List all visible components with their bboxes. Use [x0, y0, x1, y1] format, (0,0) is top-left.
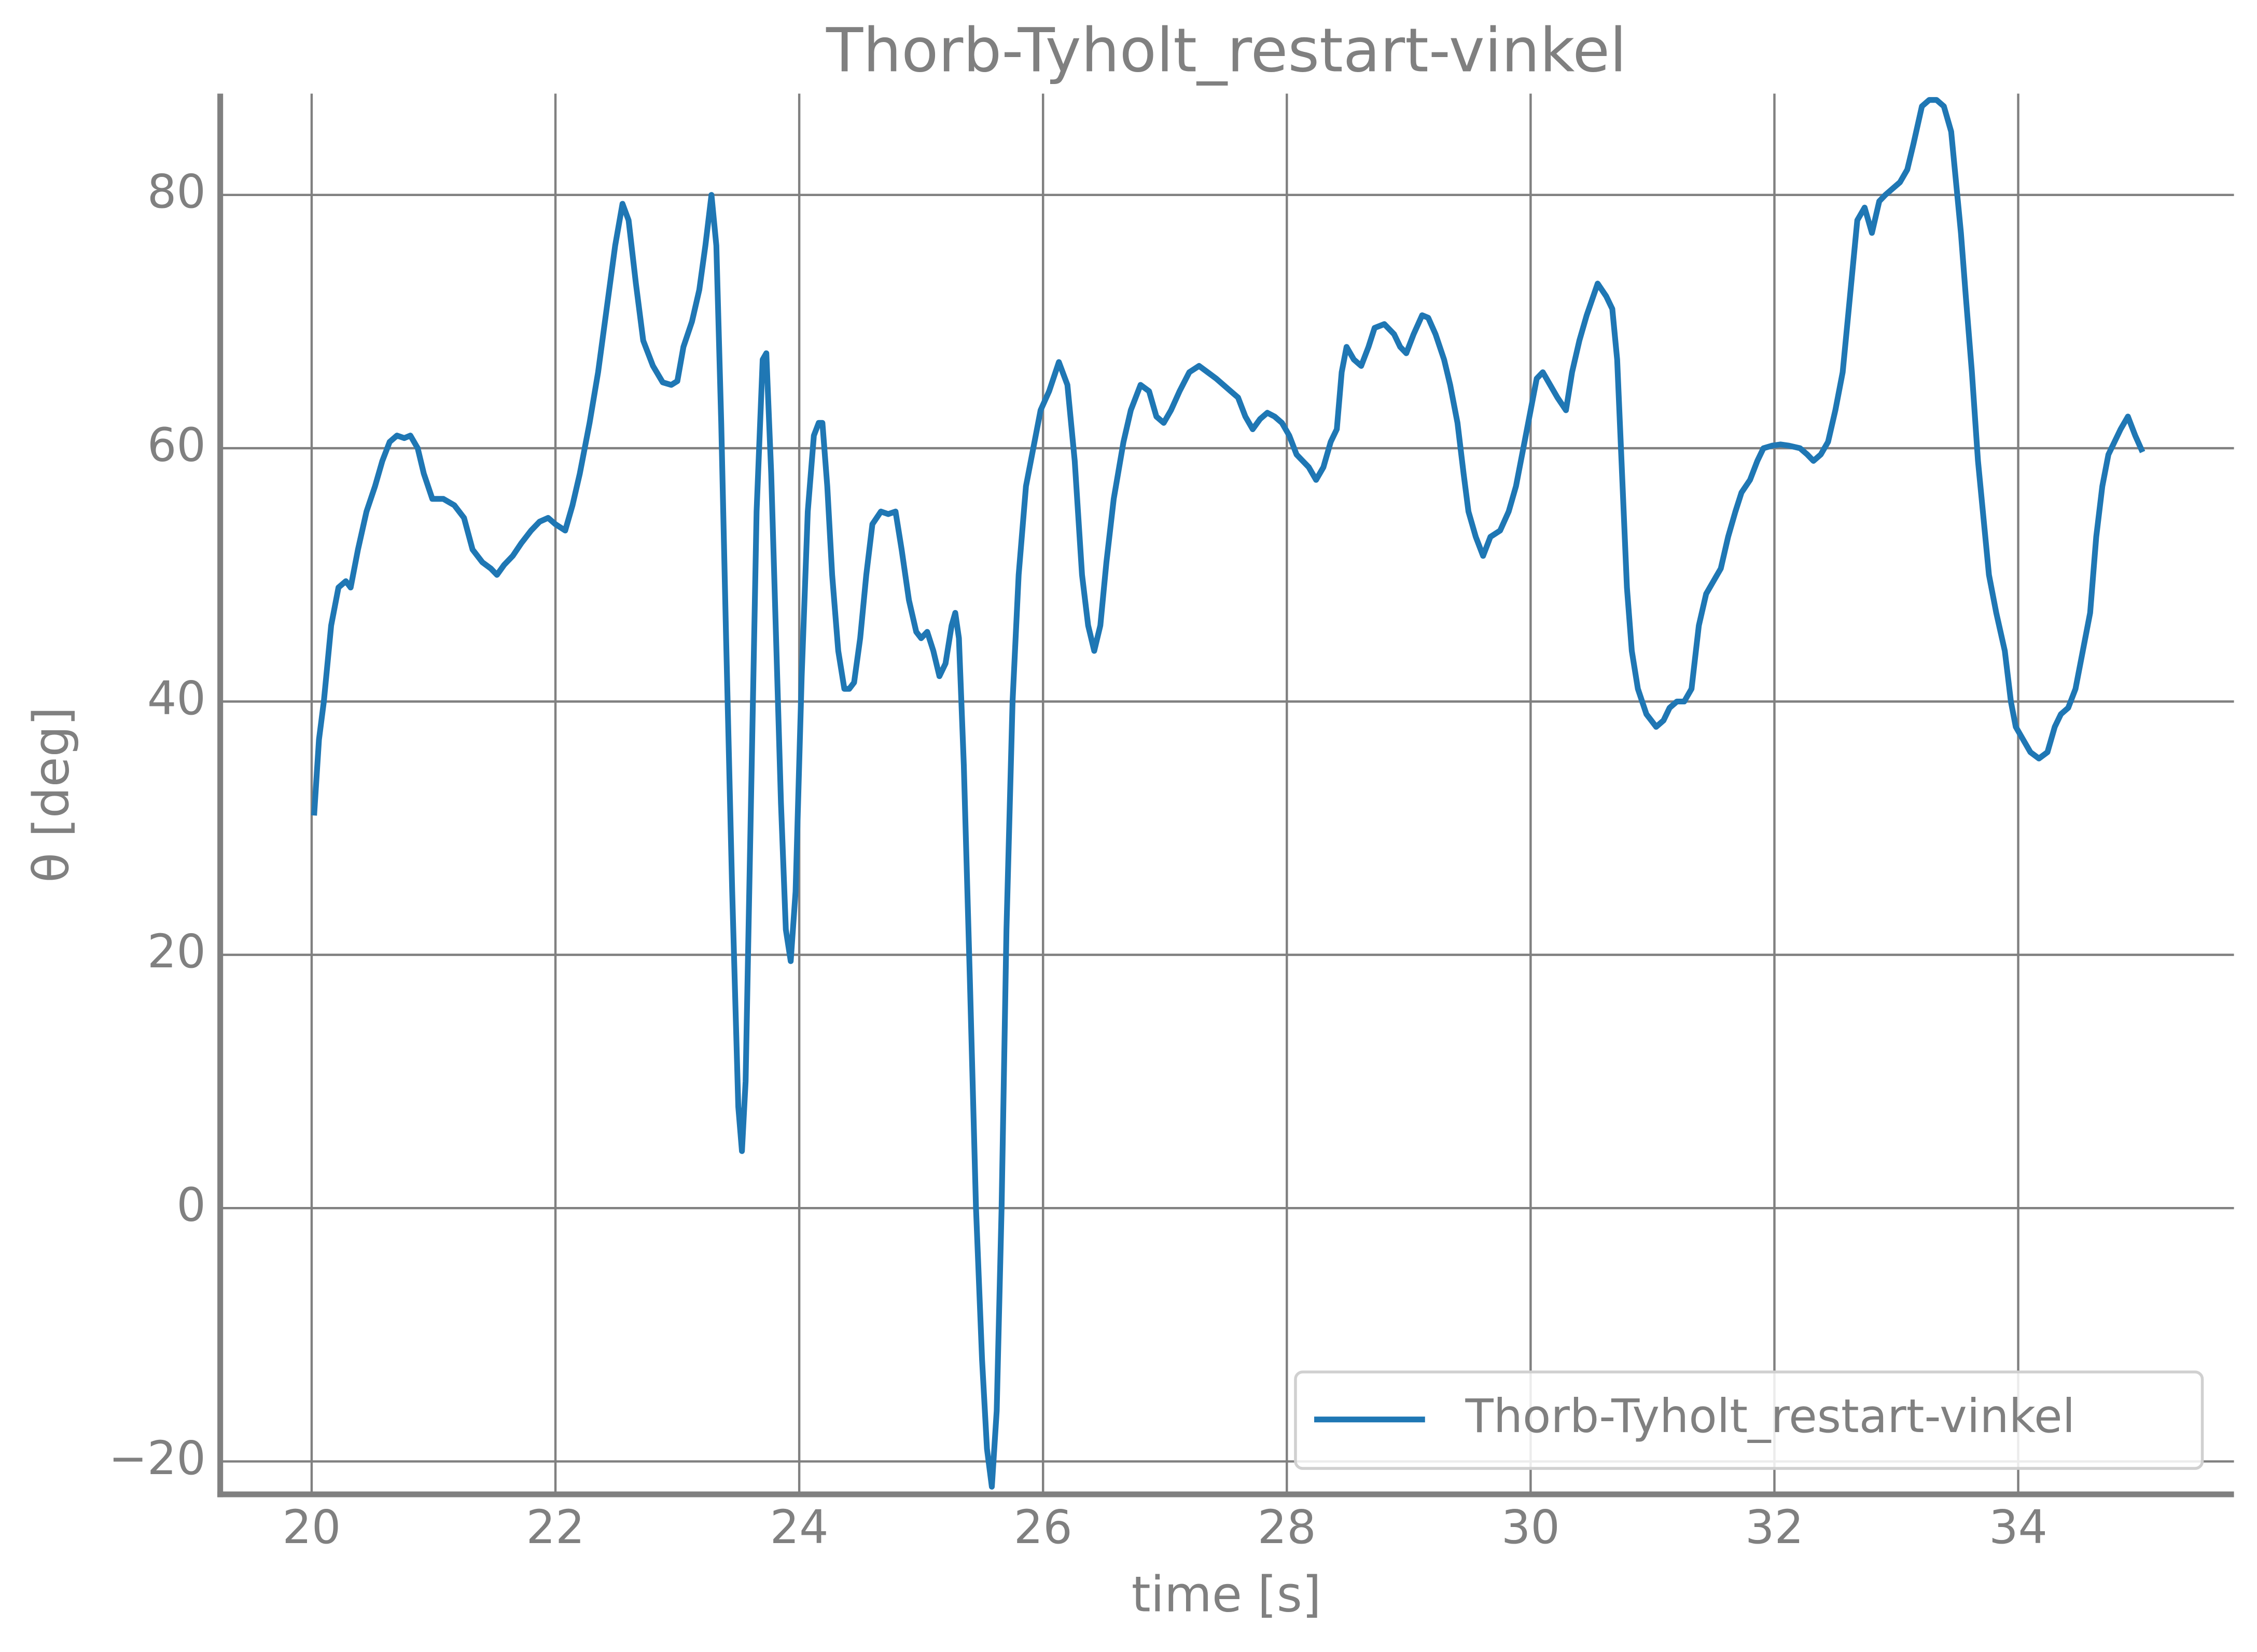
legend: Thorb-Tyholt_restart-vinkel	[1294, 1370, 2204, 1470]
y-tick-label: 20	[147, 925, 206, 978]
y-tick-label: 80	[147, 165, 206, 218]
x-tick-label: 24	[770, 1501, 829, 1554]
x-tick-label: 32	[1745, 1501, 1804, 1554]
x-tick-label: 26	[1014, 1501, 1072, 1554]
x-tick-label: 34	[1989, 1501, 2047, 1554]
x-tick-label: 28	[1258, 1501, 1316, 1554]
chart-title: Thorb-Tyholt_restart-vinkel	[826, 16, 1626, 86]
legend-box	[1294, 1370, 2204, 1470]
x-tick-label: 20	[282, 1501, 341, 1554]
y-axis-label: θ [deg]	[23, 707, 80, 883]
y-tick-label: 40	[147, 672, 206, 725]
y-tick-label: 60	[147, 419, 206, 472]
legend-label: Thorb-Tyholt_restart-vinkel	[1465, 1390, 2075, 1443]
y-tick-label: 0	[176, 1178, 205, 1232]
x-tick-label: 22	[526, 1501, 585, 1554]
x-tick-label: 30	[1501, 1501, 1560, 1554]
y-tick-label: −20	[108, 1432, 205, 1485]
data-line	[311, 97, 2145, 1490]
x-axis-label: time [s]	[1132, 1566, 1321, 1623]
